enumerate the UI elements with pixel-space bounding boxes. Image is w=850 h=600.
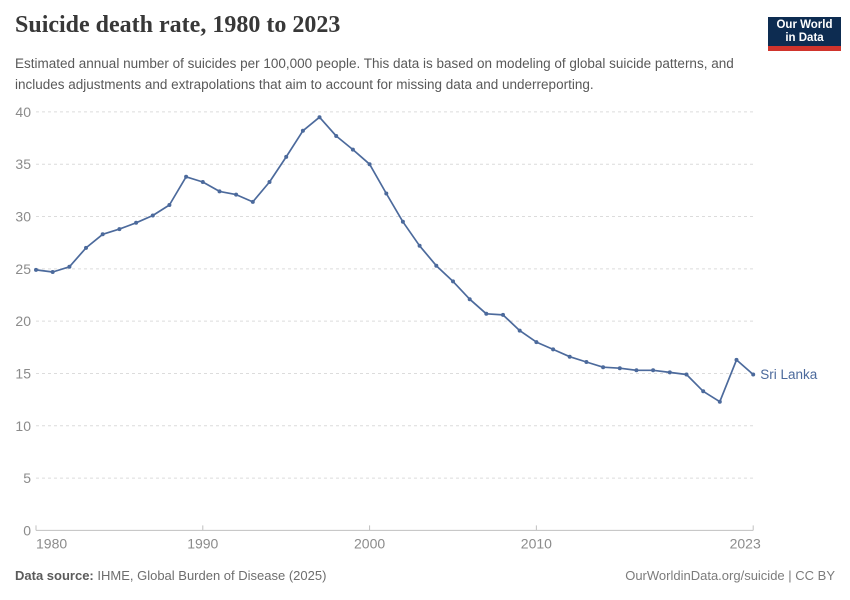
data-point[interactable] (501, 312, 505, 317)
y-tick-label: 20 (15, 313, 31, 329)
data-point[interactable] (751, 372, 756, 377)
data-point[interactable] (234, 192, 239, 197)
y-tick-label: 30 (15, 209, 31, 225)
data-point[interactable] (284, 154, 289, 159)
owid-logo-line2: in Data (785, 31, 824, 44)
chart-footer: Data source: IHME, Global Burden of Dise… (15, 568, 835, 583)
data-point[interactable] (184, 174, 189, 179)
data-point[interactable] (651, 368, 656, 373)
data-point[interactable] (617, 366, 622, 371)
y-tick-label: 25 (15, 261, 31, 277)
y-tick-label: 35 (15, 156, 31, 172)
data-point[interactable] (451, 279, 455, 284)
data-point[interactable] (484, 311, 489, 316)
x-tick-label: 1990 (187, 535, 218, 551)
data-point[interactable] (434, 263, 439, 268)
data-point[interactable] (717, 399, 722, 404)
data-point[interactable] (67, 264, 72, 269)
data-point[interactable] (50, 270, 55, 274)
data-point[interactable] (734, 357, 739, 362)
data-source-label: Data source: (15, 568, 94, 583)
data-point[interactable] (334, 134, 339, 138)
line-chart[interactable]: 0 5 10 15 20 25 30 35 40 1980 1990 2000 2010 2023 Sri … (0, 95, 850, 570)
data-point[interactable] (350, 147, 355, 152)
data-point[interactable] (117, 227, 122, 232)
y-tick-label: 40 (15, 104, 31, 120)
data-point[interactable] (267, 180, 272, 184)
data-point[interactable] (250, 199, 255, 204)
y-tick-label: 0 (23, 522, 31, 538)
data-point[interactable] (684, 372, 689, 377)
data-point[interactable] (584, 360, 589, 364)
data-point[interactable] (567, 354, 572, 359)
data-point[interactable] (317, 115, 322, 120)
data-line[interactable] (35, 116, 755, 403)
owid-logo[interactable]: Our World in Data (768, 17, 841, 51)
data-point[interactable] (384, 191, 389, 196)
data-point[interactable] (150, 213, 155, 218)
data-point[interactable] (217, 189, 222, 194)
page-title: Suicide death rate, 1980 to 2023 (15, 12, 341, 38)
data-point[interactable] (551, 347, 556, 352)
data-point[interactable] (701, 389, 706, 394)
credit-link[interactable]: OurWorldinData.org/suicide | CC BY (625, 568, 835, 583)
y-tick-label: 10 (15, 418, 31, 434)
x-tick-label: 2010 (521, 535, 552, 551)
data-point[interactable] (167, 203, 172, 207)
data-point[interactable] (100, 232, 105, 237)
data-point[interactable] (84, 245, 88, 250)
data-source-text: IHME, Global Burden of Disease (2025) (93, 568, 327, 583)
data-point[interactable] (200, 180, 205, 184)
y-tick-label: 5 (23, 470, 31, 486)
chart-subtitle: Estimated annual number of suicides per … (15, 56, 734, 92)
x-tick-label: 1980 (36, 535, 67, 551)
data-source: Data source: IHME, Global Burden of Dise… (15, 568, 326, 583)
series-label[interactable]: Sri Lanka (760, 367, 818, 382)
x-tick-label: 2023 (730, 535, 761, 551)
data-point[interactable] (400, 219, 405, 224)
x-tick-label: 2000 (354, 535, 385, 551)
y-tick-label: 15 (15, 365, 31, 381)
data-point[interactable] (534, 340, 539, 345)
data-point[interactable] (367, 162, 372, 167)
data-point[interactable] (601, 365, 606, 370)
data-point[interactable] (417, 243, 422, 248)
owid-logo-line1: Our World (776, 18, 833, 31)
data-point[interactable] (517, 328, 522, 333)
data-point[interactable] (34, 267, 38, 272)
data-point[interactable] (667, 370, 672, 375)
data-point[interactable] (467, 297, 472, 302)
data-point[interactable] (134, 220, 139, 225)
data-point[interactable] (300, 128, 305, 133)
data-point[interactable] (634, 368, 639, 373)
